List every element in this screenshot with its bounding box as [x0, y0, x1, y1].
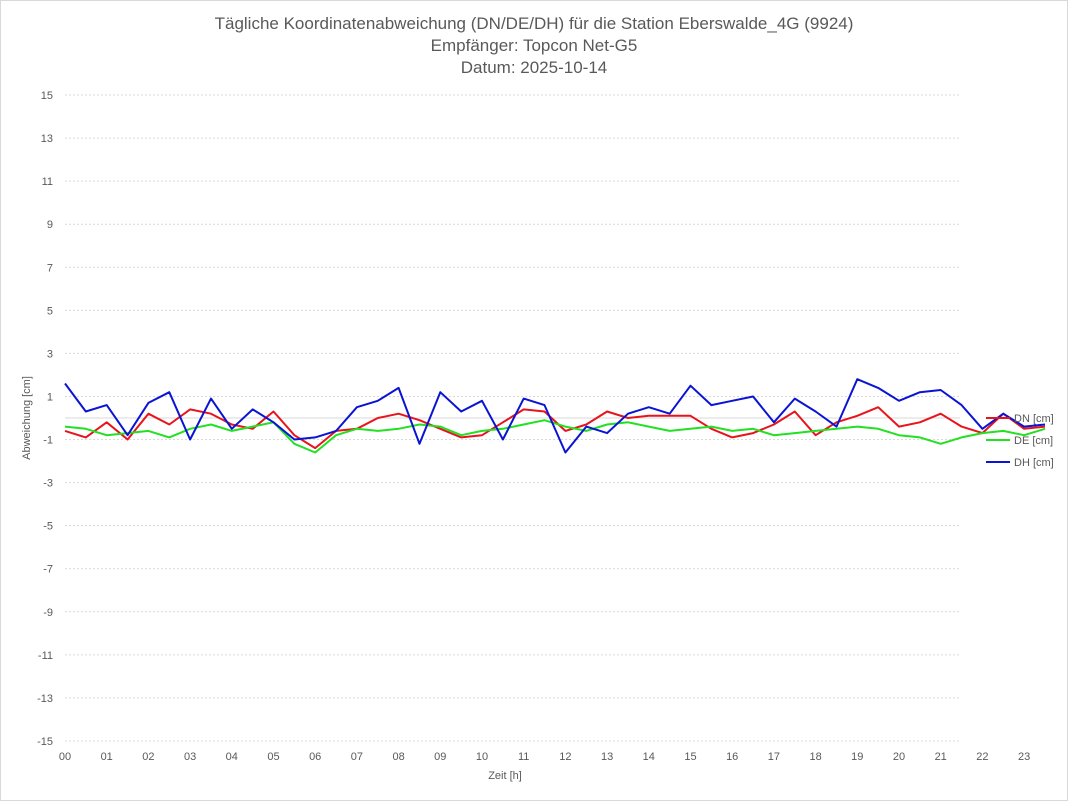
- y-tick-label: -7: [43, 564, 53, 576]
- x-tick-label: 22: [976, 751, 988, 763]
- y-tick-label: 7: [47, 262, 53, 274]
- chart-title: Tägliche Koordinatenabweichung (DN/DE/DH…: [214, 14, 854, 33]
- x-tick-label: 14: [643, 751, 655, 763]
- x-tick-label: 21: [935, 751, 947, 763]
- x-tick-label: 20: [893, 751, 905, 763]
- y-tick-label: -5: [43, 521, 53, 533]
- x-tick-label: 16: [726, 751, 738, 763]
- y-tick-label: 9: [47, 219, 53, 231]
- y-tick-label: -9: [43, 607, 53, 619]
- series-line-dh: [64, 378, 1046, 454]
- x-tick-label: 00: [59, 751, 71, 763]
- x-tick-label: 19: [851, 751, 863, 763]
- x-tick-labels: 00 01 02 03 04 05 06 07 08 09 10 11 12 13 14 15 16 17 18 19…: [59, 751, 1030, 763]
- x-tick-label: 10: [476, 751, 488, 763]
- y-tick-label: 3: [47, 348, 53, 360]
- x-tick-label: 15: [684, 751, 696, 763]
- y-tick-label: 15: [41, 90, 53, 102]
- x-tick-label: 01: [101, 751, 113, 763]
- x-tick-label: 17: [768, 751, 780, 763]
- y-tick-label: 5: [47, 305, 53, 317]
- x-tick-label: 09: [434, 751, 446, 763]
- series-lines: [64, 378, 1046, 454]
- legend: DN [cm] DE [cm] DH [cm]: [986, 413, 1054, 469]
- x-tick-label: 07: [351, 751, 363, 763]
- x-tick-label: 05: [267, 751, 279, 763]
- y-tick-label: -1: [43, 435, 53, 447]
- x-tick-label: 06: [309, 751, 321, 763]
- chart-subtitle-receiver: Empfänger: Topcon Net-G5: [430, 36, 638, 55]
- y-tick-label: 13: [41, 133, 53, 145]
- x-tick-label: 03: [184, 751, 196, 763]
- y-tick-label: -13: [37, 693, 53, 705]
- x-tick-label: 02: [142, 751, 154, 763]
- grid-lines: [65, 94, 960, 742]
- x-tick-label: 11: [518, 751, 529, 763]
- x-tick-label: 18: [809, 751, 821, 763]
- x-tick-label: 08: [392, 751, 404, 763]
- legend-label: DE [cm]: [1014, 435, 1053, 447]
- x-tick-label: 04: [226, 751, 238, 763]
- x-tick-label: 12: [559, 751, 571, 763]
- x-tick-label: 23: [1018, 751, 1030, 763]
- y-tick-label: -3: [43, 478, 53, 490]
- y-axis-label: Abweichung [cm]: [21, 376, 33, 460]
- x-tick-label: 13: [601, 751, 613, 763]
- legend-label: DN [cm]: [1014, 413, 1054, 425]
- y-tick-label: 11: [42, 176, 53, 188]
- x-axis-label: Zeit [h]: [488, 770, 522, 782]
- legend-label: DH [cm]: [1014, 457, 1054, 469]
- y-tick-label: 1: [47, 391, 53, 403]
- series-line-de: [64, 419, 1046, 454]
- y-tick-label: -15: [37, 736, 53, 748]
- y-tick-label: -11: [38, 650, 53, 662]
- y-tick-labels: 15 13 11 9 7 5 3 1 -1 -3 -5 -7 -9 -11 -13 -15: [37, 90, 53, 748]
- chart-subtitle-date: Datum: 2025-10-14: [460, 58, 608, 77]
